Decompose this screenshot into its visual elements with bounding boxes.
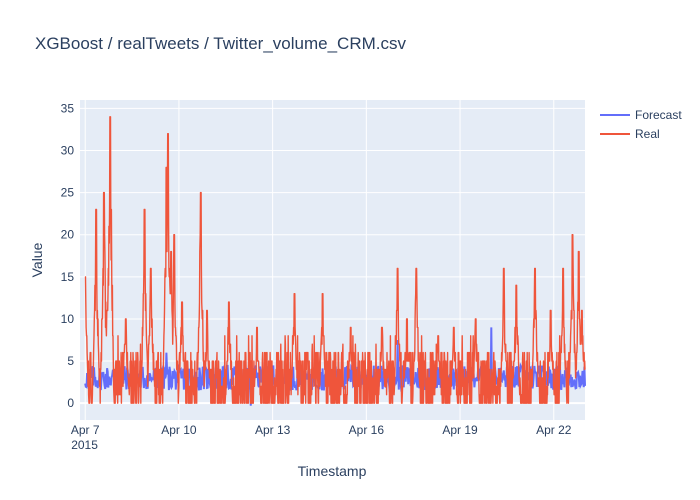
legend-label-forecast: Forecast xyxy=(635,108,682,122)
x-axis-title: Timestamp xyxy=(298,463,367,479)
y-tick-label: 5 xyxy=(67,354,74,368)
y-axis-title: Value xyxy=(29,242,45,277)
x-tick-label: Apr 19 xyxy=(442,423,478,437)
y-tick-label: 25 xyxy=(61,186,75,200)
legend-label-real: Real xyxy=(635,127,660,141)
series-line-real xyxy=(84,116,586,404)
legend-item-forecast[interactable]: Forecast xyxy=(600,108,682,122)
series-layer xyxy=(84,116,586,406)
x-tick-label: Apr 22 xyxy=(536,423,572,437)
y-tick-label: 0 xyxy=(67,396,74,410)
y-tick-labels: 0 5 10 15 20 25 30 35 xyxy=(61,101,75,410)
x-tick-label: Apr 16 xyxy=(349,423,385,437)
x-tick-label: Apr 7 xyxy=(71,423,100,437)
x-tick-year-label: 2015 xyxy=(71,438,98,452)
y-tick-label: 30 xyxy=(61,144,75,158)
x-tick-label: Apr 10 xyxy=(161,423,197,437)
y-tick-label: 15 xyxy=(61,270,75,284)
legend-item-real[interactable]: Real xyxy=(600,127,660,141)
chart-title: XGBoost / realTweets / Twitter_volume_CR… xyxy=(35,34,406,53)
y-tick-label: 10 xyxy=(61,312,75,326)
y-tick-label: 35 xyxy=(61,101,75,115)
x-tick-label: Apr 13 xyxy=(255,423,291,437)
y-tick-label: 20 xyxy=(61,228,75,242)
legend[interactable]: Forecast Real xyxy=(600,108,682,141)
